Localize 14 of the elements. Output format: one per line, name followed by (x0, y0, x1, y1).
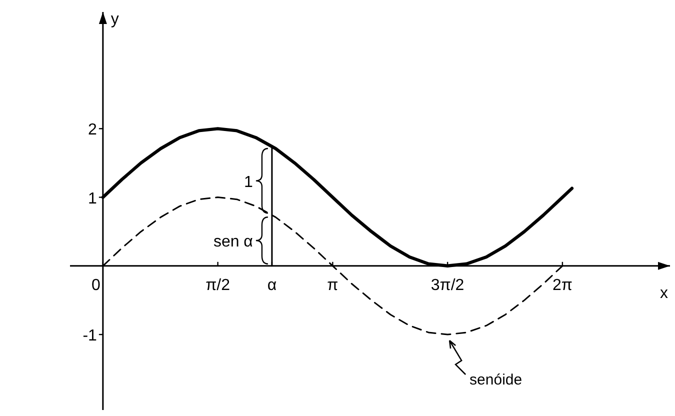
annotation: senóide (470, 372, 522, 389)
x-axis-title: x (660, 284, 668, 302)
x-tick-label: α (267, 276, 277, 294)
y-axis-title: y (110, 11, 119, 28)
x-tick-label: π/2 (206, 276, 230, 294)
y-tick-label: 2 (88, 122, 98, 139)
y-tick-label: 1 (88, 190, 98, 208)
y-tick-label: -1 (82, 328, 98, 345)
x-tick-label: 3π/2 (430, 276, 464, 294)
annotation: 1 (244, 174, 254, 191)
x-tick-label: π (327, 276, 338, 294)
x-tick-label: 2π (552, 276, 572, 294)
annotation: sen α (213, 234, 253, 251)
x-tick-label: 0 (91, 276, 100, 294)
